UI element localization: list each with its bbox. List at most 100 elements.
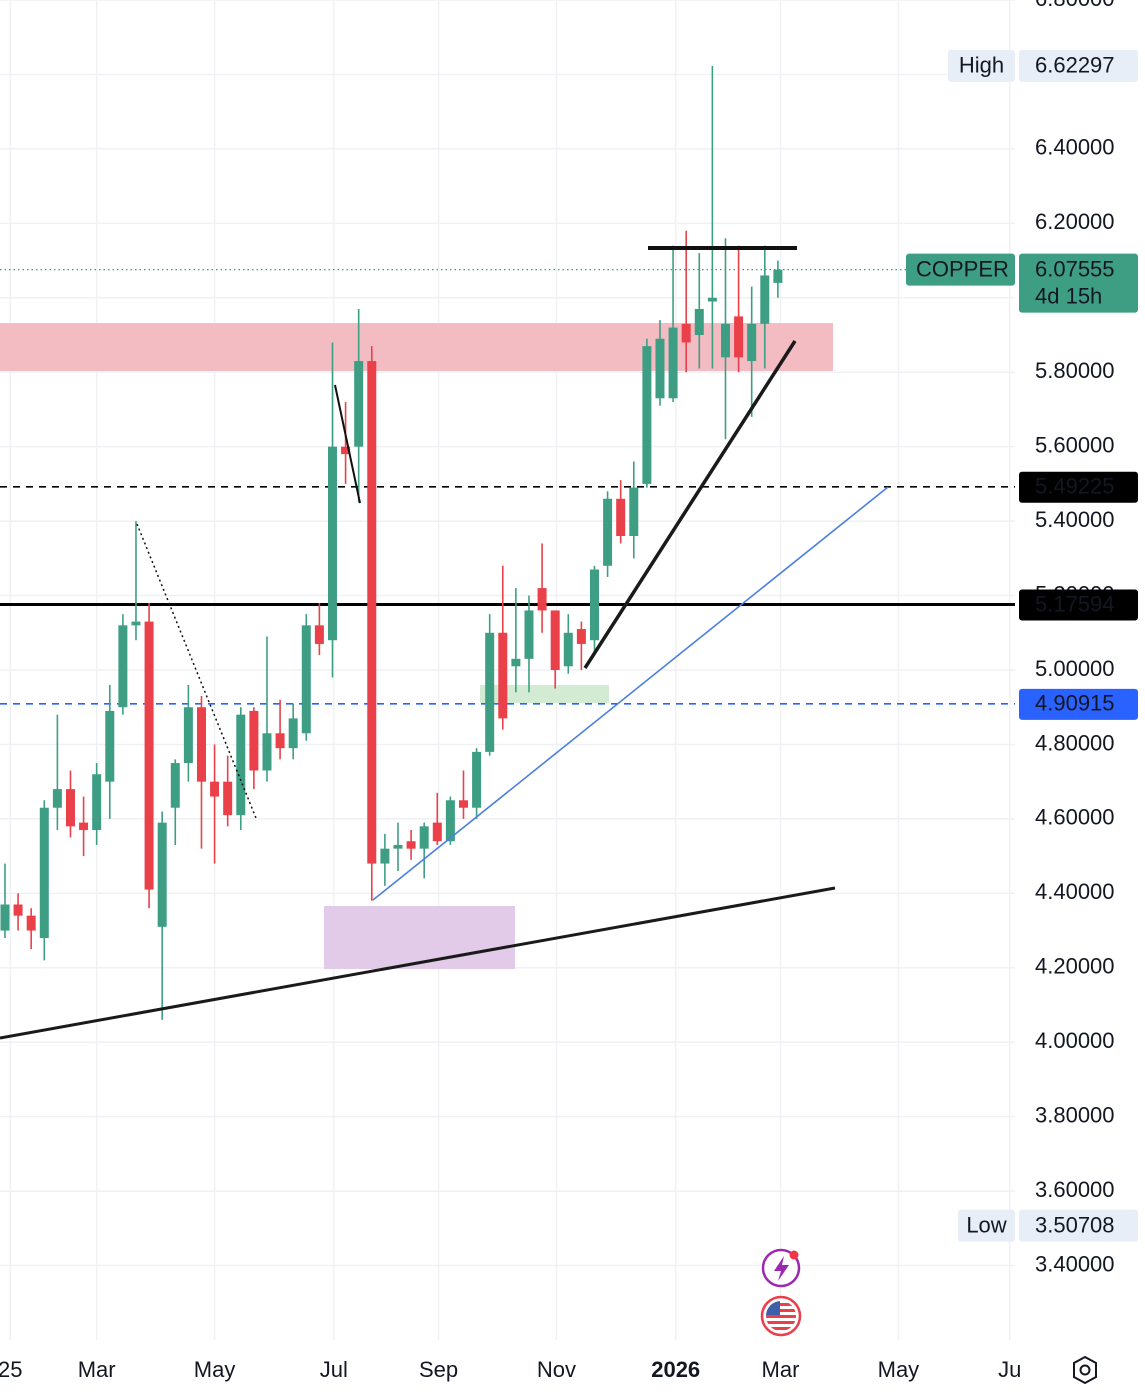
candle-body xyxy=(367,361,377,864)
symbol-box xyxy=(906,253,1015,286)
y-tick-label: 4.20000 xyxy=(1035,954,1115,979)
last-price-label: 6.07555 xyxy=(1035,256,1115,281)
candle-body xyxy=(393,844,403,849)
settings-icon[interactable] xyxy=(1073,1355,1097,1385)
x-tick-label: Ju xyxy=(998,1357,1021,1382)
marker-value: 3.50708 xyxy=(1035,1213,1115,1238)
candle-body xyxy=(773,269,783,283)
candle-body xyxy=(589,569,599,641)
drawings-front xyxy=(0,246,889,1040)
settings-button[interactable] xyxy=(1073,1355,1097,1385)
candle-body xyxy=(655,338,665,399)
candle-body xyxy=(288,718,298,749)
candle-body xyxy=(760,275,770,324)
candle-body xyxy=(720,323,730,358)
candle-body xyxy=(668,327,678,399)
y-tick-label: 5.80000 xyxy=(1035,358,1115,383)
trend-line xyxy=(0,886,836,1040)
candle-body xyxy=(603,498,613,566)
candle-body xyxy=(118,625,128,708)
y-tick-label: 4.60000 xyxy=(1035,805,1115,830)
countdown-label: 4d 15h xyxy=(1035,283,1102,308)
candle-body xyxy=(419,826,429,849)
event-icons[interactable] xyxy=(760,1248,802,1337)
lightning-glyph xyxy=(774,1256,789,1281)
candle-body xyxy=(694,308,704,335)
marker-label: High xyxy=(959,53,1004,78)
candle-body xyxy=(301,625,311,734)
x-tick-label: 2026 xyxy=(651,1357,700,1382)
notification-dot xyxy=(789,1250,799,1260)
candle-body xyxy=(576,629,586,644)
price-label: 4.90915 xyxy=(1035,691,1115,716)
candle-body xyxy=(223,781,233,816)
candle-body xyxy=(183,707,193,764)
candle-body xyxy=(144,621,154,890)
candle-body xyxy=(642,346,652,484)
last-price-box xyxy=(1019,253,1138,313)
price-label-box xyxy=(1019,589,1138,621)
candle-body xyxy=(341,446,351,455)
candle-body xyxy=(275,733,285,749)
marker-label-box xyxy=(948,49,1015,82)
y-tick-label: 5.60000 xyxy=(1035,432,1115,457)
resistance-zone xyxy=(0,323,833,371)
grid xyxy=(0,0,1015,1340)
candle-body xyxy=(210,781,220,797)
trend-line xyxy=(583,340,797,669)
candle-body xyxy=(432,822,442,842)
y-tick-label: 6.20000 xyxy=(1035,209,1115,234)
candle-body xyxy=(314,625,324,644)
candle-body xyxy=(380,848,390,864)
marker-value-box xyxy=(1019,49,1138,82)
candle-body xyxy=(236,714,246,816)
candle-body xyxy=(537,588,547,611)
price-label-box xyxy=(1019,688,1138,720)
candle-body xyxy=(734,316,744,358)
y-tick-label: 6.80000 xyxy=(1035,0,1115,11)
candle-body xyxy=(406,841,416,849)
candle-body xyxy=(157,822,167,927)
x-tick-label: Sep xyxy=(419,1357,458,1382)
x-tick-label: 25 xyxy=(0,1357,22,1382)
candle-body xyxy=(196,707,206,782)
trend-line xyxy=(372,486,889,901)
price-label: 5.49225 xyxy=(1035,474,1115,499)
x-tick-label: Mar xyxy=(762,1357,800,1382)
us-flag xyxy=(766,1301,796,1331)
candle-body xyxy=(105,710,115,782)
x-tick-label: May xyxy=(194,1357,236,1382)
candle-body xyxy=(13,904,23,916)
y-tick-label: 3.60000 xyxy=(1035,1177,1115,1202)
y-tick-label: 4.00000 xyxy=(1035,1028,1115,1053)
candle-body xyxy=(327,446,337,641)
candle-body xyxy=(616,498,626,536)
y-tick-label: 4.40000 xyxy=(1035,879,1115,904)
drawings-back xyxy=(0,323,833,969)
symbol-label: COPPER xyxy=(916,256,1009,281)
y-tick-label: 4.80000 xyxy=(1035,730,1115,755)
x-tick-label: Nov xyxy=(537,1357,576,1382)
x-tick-label: Jul xyxy=(320,1357,348,1382)
candle-body xyxy=(0,904,10,931)
candle-body xyxy=(92,774,102,831)
candle-body xyxy=(563,632,573,667)
candles xyxy=(0,65,783,1020)
marker-label: Low xyxy=(966,1213,1006,1238)
y-tick-label: 3.40000 xyxy=(1035,1251,1115,1276)
support-zone xyxy=(324,906,515,969)
marker-label-box xyxy=(958,1209,1015,1242)
candle-body xyxy=(79,822,89,831)
y-tick-label: 6.40000 xyxy=(1035,135,1115,160)
candle-body xyxy=(445,800,455,842)
candle-body xyxy=(65,789,75,827)
demand-zone xyxy=(480,685,609,703)
candle-body xyxy=(354,361,364,447)
price-label: 5.17594 xyxy=(1035,591,1115,616)
marker-value-box xyxy=(1019,1209,1138,1242)
x-tick-label: May xyxy=(878,1357,920,1382)
candle-body xyxy=(458,800,468,808)
